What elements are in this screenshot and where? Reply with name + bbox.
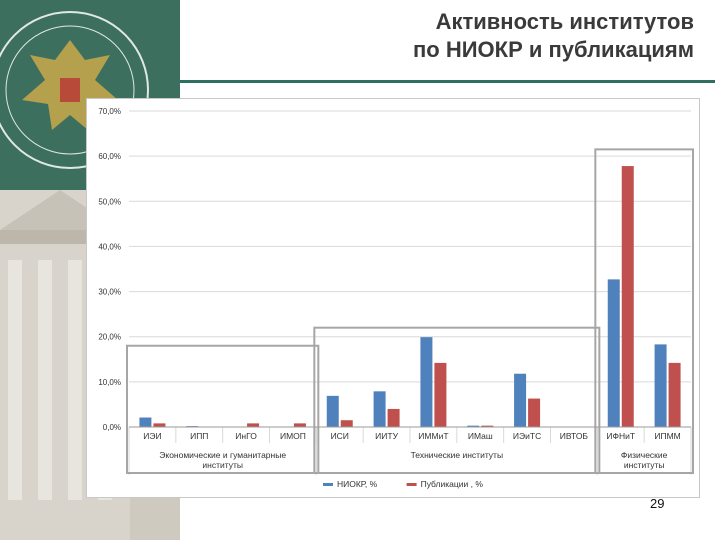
group-highlight-box bbox=[126, 344, 320, 474]
title-line-1: Активность институтов bbox=[435, 9, 694, 34]
y-tick-label: 40,0% bbox=[98, 242, 121, 251]
y-tick-label: 0,0% bbox=[103, 423, 121, 432]
y-tick-label: 50,0% bbox=[98, 197, 121, 206]
bar-publications bbox=[247, 423, 260, 427]
bar-niokr bbox=[139, 417, 152, 427]
group-highlight-box bbox=[594, 148, 695, 474]
category-label: ИММиТ bbox=[418, 431, 448, 441]
group-highlight-box bbox=[313, 326, 601, 474]
category-label: ИПП bbox=[190, 431, 208, 441]
bar-publications bbox=[434, 362, 447, 427]
group-label: Физические bbox=[621, 450, 668, 460]
slide-title: Активность институтов по НИОКР и публика… bbox=[413, 8, 694, 64]
legend-swatch bbox=[323, 483, 333, 486]
bar-publications bbox=[621, 166, 634, 427]
legend-label: Публикации , % bbox=[421, 479, 484, 489]
bar-niokr bbox=[607, 279, 620, 427]
y-tick-label: 70,0% bbox=[98, 107, 121, 116]
bar-niokr bbox=[420, 337, 433, 427]
group-label: Экономические и гуманитарные bbox=[159, 450, 286, 460]
bar-niokr bbox=[326, 395, 339, 427]
bar-publications bbox=[153, 423, 166, 427]
group-label: институты bbox=[624, 460, 665, 470]
category-label: ИИТУ bbox=[375, 431, 398, 441]
title-line-2: по НИОКР и публикациям bbox=[413, 37, 694, 62]
y-tick-label: 30,0% bbox=[98, 288, 121, 297]
bar-niokr bbox=[373, 391, 386, 427]
y-tick-label: 20,0% bbox=[98, 333, 121, 342]
category-label: ИСИ bbox=[331, 431, 349, 441]
bar-chart: 0,0% 10,0% 20,0% 30,0% 40,0% 50,0% 60,0% 70,0% И… bbox=[98, 107, 695, 489]
category-label: ИЭИ bbox=[143, 431, 161, 441]
bar-publications bbox=[481, 425, 494, 427]
bar-publications bbox=[668, 362, 681, 427]
bar-publications bbox=[528, 398, 541, 427]
y-tick-label: 60,0% bbox=[98, 152, 121, 161]
legend-swatch bbox=[406, 483, 417, 486]
bar-niokr bbox=[654, 344, 667, 427]
bar-niokr bbox=[514, 373, 527, 427]
category-label: ИМаш bbox=[468, 431, 493, 441]
page-number: 29 bbox=[650, 496, 665, 511]
bar-publications bbox=[340, 420, 353, 427]
group-label: институты bbox=[202, 460, 243, 470]
university-emblem-icon bbox=[0, 11, 149, 169]
chart-card: 0,0% 10,0% 20,0% 30,0% 40,0% 50,0% 60,0% 70,0% И… bbox=[86, 98, 700, 498]
group-label: Технические институты bbox=[411, 450, 503, 460]
bar-publications bbox=[293, 423, 306, 427]
bar-publications bbox=[387, 408, 400, 427]
category-label: ИнГО bbox=[235, 431, 257, 441]
title-rule bbox=[180, 80, 715, 83]
category-label: ИМОП bbox=[280, 431, 306, 441]
category-label: ИВТОБ bbox=[560, 431, 589, 441]
category-label: ИФНиТ bbox=[606, 431, 635, 441]
category-label: ИЭиТС bbox=[513, 431, 541, 441]
bar-niokr bbox=[467, 425, 480, 427]
y-tick-label: 10,0% bbox=[98, 378, 121, 387]
legend-label: НИОКР, % bbox=[337, 479, 378, 489]
category-label: ИПММ bbox=[654, 431, 680, 441]
